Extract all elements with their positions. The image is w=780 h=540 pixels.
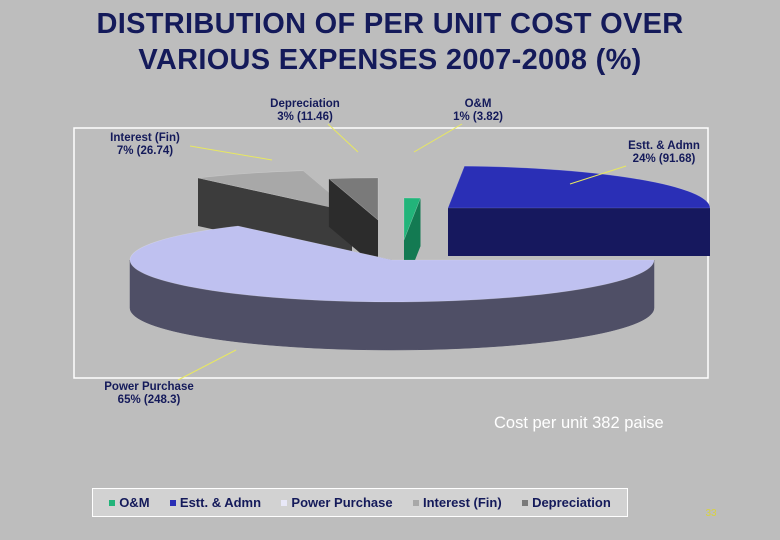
pie-slices [129, 165, 711, 351]
legend-label: Depreciation [532, 495, 611, 510]
legend-swatch [109, 499, 116, 506]
legend-label: Power Purchase [291, 495, 393, 510]
slide-title: DISTRIBUTION OF PER UNIT COST OVER VARIO… [0, 6, 780, 78]
callout-label-name: O&M [465, 98, 492, 110]
callout-line [569, 165, 627, 185]
pie-slice-rim [129, 259, 655, 351]
pie-slice-4 [328, 177, 379, 268]
callout-line [327, 123, 359, 153]
legend-item: O&M [109, 495, 150, 510]
legend-item: Interest (Fin) [412, 495, 502, 510]
legend-swatch [522, 499, 529, 506]
pie-slice-1 [447, 165, 711, 256]
callout-line [177, 349, 237, 381]
callout-label-value: 24% (91.68) [633, 153, 696, 165]
title-line-2: VARIOUS EXPENSES 2007-2008 (%) [138, 44, 642, 76]
legend-label: Interest (Fin) [422, 495, 502, 510]
legend-swatch [281, 499, 288, 506]
pie-slice-top [403, 197, 421, 241]
pie-slice-wall [198, 178, 352, 260]
cost-per-unit-note: Cost per unit 382 paise [494, 414, 664, 432]
pie-slice-wall [328, 178, 378, 268]
callout-label-value: 7% (26.74) [117, 145, 173, 157]
pie-slice-3 [197, 170, 353, 260]
legend-label: O&M [119, 495, 150, 510]
callout-label-name: Power Purchase [104, 381, 193, 393]
pie-slice-top [447, 165, 711, 209]
title-line-1: DISTRIBUTION OF PER UNIT COST OVER [96, 8, 684, 40]
callout-label-name: Depreciation [270, 98, 340, 110]
callout-line [189, 145, 273, 161]
pie-slice-top [328, 177, 379, 221]
legend-item: Depreciation [522, 495, 611, 510]
page-number: 33 [705, 508, 717, 519]
pie-slice-top [197, 170, 353, 213]
legend-swatch [169, 499, 176, 506]
callout-line [413, 123, 463, 153]
pie-slice-wall [448, 208, 710, 256]
callout-label-name: Interest (Fin) [110, 132, 180, 144]
legend-item: Power Purchase [281, 495, 393, 510]
pie-slice-2 [129, 225, 655, 351]
callout-label-value: 65% (248.3) [118, 394, 181, 406]
chart-legend: O&M Estt. & Admn Power Purchase Interest (F… [92, 488, 628, 517]
pie-slice-top [129, 225, 655, 303]
callout-label-name: Estt. & Admn [628, 140, 700, 152]
legend-item: Estt. & Admn [169, 495, 262, 510]
callout-label-value: 1% (3.82) [453, 111, 503, 123]
legend-label: Estt. & Admn [179, 495, 262, 510]
callout-label-value: 3% (11.46) [277, 111, 333, 123]
legend-swatch [412, 499, 419, 506]
